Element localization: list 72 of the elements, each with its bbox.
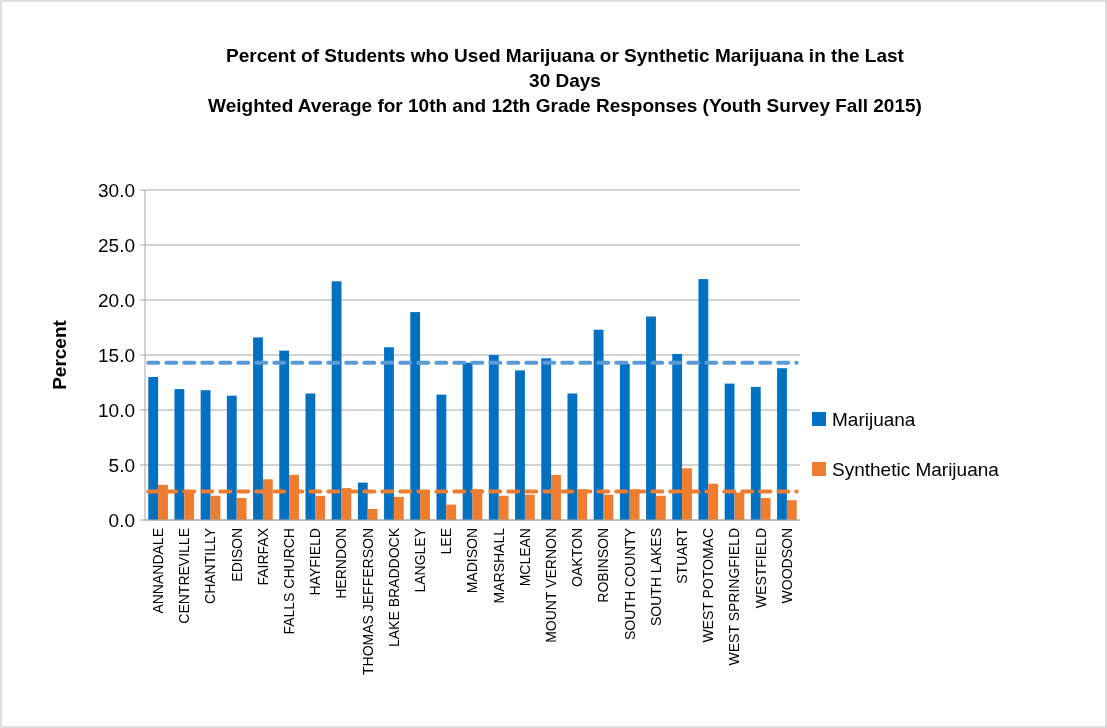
x-tick-label: HAYFIELD bbox=[307, 528, 324, 596]
bar bbox=[200, 390, 211, 520]
y-tick-label: 30.0 bbox=[98, 179, 135, 201]
x-tick-label: LANGLEY bbox=[412, 527, 428, 593]
x-tick-label: MCLEAN bbox=[516, 528, 533, 587]
x-tick-label: FALLS CHURCH bbox=[281, 528, 297, 635]
bar bbox=[384, 347, 394, 520]
x-tick-label: FAIRFAX bbox=[254, 527, 271, 586]
bar bbox=[498, 495, 509, 520]
y-tick-label: 10.0 bbox=[98, 399, 135, 421]
y-axis-title: Percent bbox=[49, 319, 70, 390]
x-tick-label: OAKTON bbox=[569, 528, 586, 587]
x-tick-label: ROBINSON bbox=[595, 528, 612, 603]
x-tick-label: MOUNT VERNON bbox=[543, 528, 559, 643]
x-tick-label: STUART bbox=[674, 527, 690, 584]
x-tick-label: EDISON bbox=[228, 528, 245, 582]
legend-label: Marijuana bbox=[832, 408, 916, 430]
bar bbox=[786, 500, 797, 520]
bar bbox=[148, 377, 159, 520]
bar bbox=[410, 312, 421, 520]
chart-title: Percent of Students who Used Marijuana or Synthetic Marijuana in the Last 30 Days bbox=[226, 45, 905, 91]
bar bbox=[619, 363, 630, 520]
x-tick-label: WESTFIELD bbox=[752, 528, 769, 609]
x-tick-label: ANNANDALE bbox=[150, 528, 166, 614]
bar bbox=[446, 504, 457, 520]
bar bbox=[515, 370, 525, 520]
y-tick-label: 0.0 bbox=[108, 509, 135, 531]
bar bbox=[524, 494, 535, 520]
bar bbox=[315, 495, 326, 520]
bar bbox=[305, 393, 316, 520]
x-tick-label: WEST SPRINGFIELD bbox=[726, 528, 743, 666]
x-tick-label: LAKE BRADDOCK bbox=[385, 527, 402, 648]
bar bbox=[698, 279, 709, 520]
x-tick-label: CHANTILLY bbox=[202, 527, 219, 604]
chart-subtitle: Weighted Average for 10th and 12th Grade Responses (Youth Survey Fall 2015) bbox=[208, 95, 922, 116]
x-tick-label: WOODSON bbox=[778, 528, 795, 604]
x-tick-label: LEE bbox=[438, 528, 455, 555]
bar bbox=[462, 362, 473, 520]
bar bbox=[488, 355, 499, 520]
bar bbox=[646, 316, 656, 520]
x-tick-label: MADISON bbox=[464, 528, 481, 594]
x-tick-label: SOUTH COUNTY bbox=[621, 527, 638, 640]
bar bbox=[253, 337, 263, 520]
bar bbox=[760, 498, 771, 520]
bar bbox=[367, 509, 378, 520]
y-tick-label: 20.0 bbox=[98, 289, 135, 311]
bar bbox=[226, 395, 237, 520]
bar bbox=[436, 394, 447, 520]
x-tick-label: SOUTH LAKES bbox=[647, 528, 664, 627]
x-tick-label: THOMAS JEFFERSON bbox=[359, 528, 376, 676]
x-tick-label: CENTREVILLE bbox=[176, 528, 193, 624]
bar bbox=[279, 350, 290, 520]
y-tick-label: 5.0 bbox=[108, 454, 135, 476]
bar bbox=[393, 496, 404, 520]
bar bbox=[357, 482, 368, 520]
bar bbox=[567, 393, 578, 520]
x-tick-label: HERNDON bbox=[333, 528, 350, 599]
bar bbox=[331, 281, 342, 520]
bar bbox=[750, 386, 761, 520]
bar bbox=[777, 368, 787, 520]
y-tick-label: 25.0 bbox=[98, 234, 135, 256]
bar bbox=[724, 383, 735, 520]
y-tick-label: 15.0 bbox=[98, 344, 135, 366]
bar bbox=[672, 353, 683, 520]
bar bbox=[593, 329, 604, 520]
legend-label: Synthetic Marijuana bbox=[832, 458, 1000, 480]
bar bbox=[236, 498, 247, 520]
x-tick-label: WEST POTOMAC bbox=[700, 528, 717, 643]
bar bbox=[655, 495, 666, 520]
x-tick-label: MARSHALL bbox=[490, 527, 507, 604]
bar bbox=[174, 389, 185, 520]
bar bbox=[541, 358, 552, 520]
